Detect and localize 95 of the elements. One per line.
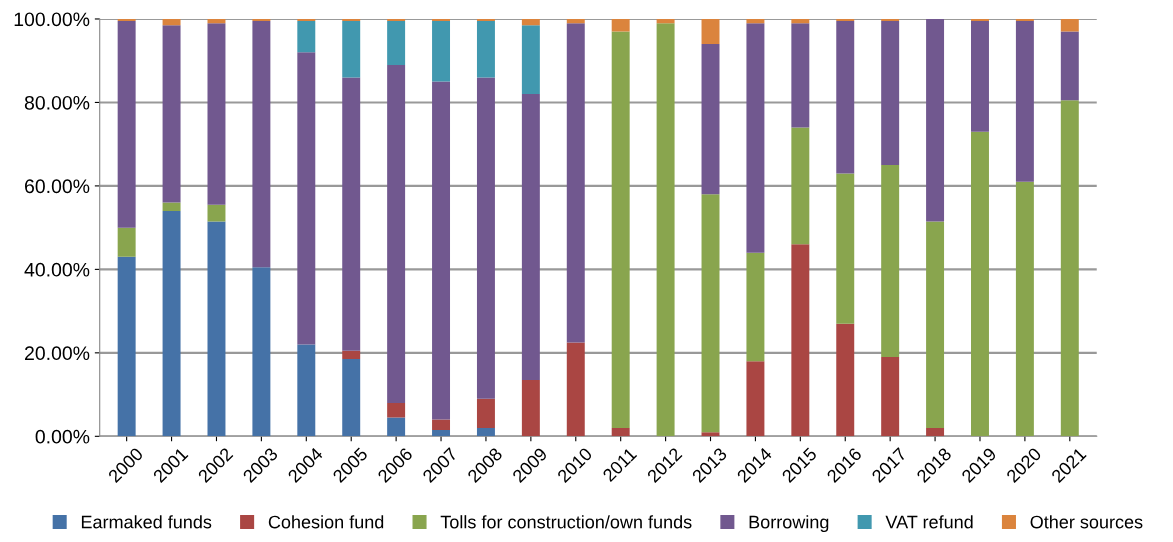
bar — [521, 94, 540, 380]
bar — [566, 342, 585, 437]
bar — [117, 21, 136, 228]
bar — [791, 23, 810, 128]
bar — [701, 44, 720, 195]
bar — [162, 210, 181, 437]
bar — [656, 18, 675, 24]
y-tick-label: 40.00% — [24, 262, 90, 277]
bar — [881, 165, 900, 358]
bar — [252, 267, 271, 437]
bar — [971, 21, 989, 132]
bar — [836, 323, 855, 437]
bar — [162, 202, 181, 211]
bar — [746, 23, 765, 253]
bar — [207, 204, 226, 222]
bar — [791, 127, 810, 245]
bar — [342, 77, 361, 351]
bar — [926, 221, 945, 428]
bar — [342, 18, 361, 22]
bar — [387, 402, 406, 418]
bar — [746, 252, 765, 362]
bar — [1015, 181, 1034, 437]
bar — [791, 244, 810, 437]
legend-label: Borrowing — [749, 515, 829, 532]
bar — [656, 23, 675, 437]
bar — [881, 357, 900, 437]
bar — [476, 18, 495, 22]
bar — [1060, 31, 1079, 101]
bar — [521, 25, 540, 95]
bar — [701, 18, 720, 45]
bar — [207, 221, 226, 437]
bar — [836, 173, 855, 324]
bar — [297, 18, 316, 22]
bar — [297, 21, 316, 53]
bar — [476, 21, 495, 78]
bar — [432, 419, 451, 431]
bar — [521, 379, 540, 437]
bar — [432, 21, 451, 82]
bar — [432, 18, 451, 22]
bar — [746, 361, 765, 437]
bar — [1060, 18, 1079, 32]
bar — [252, 21, 271, 268]
y-tick-label: 60.00% — [25, 179, 90, 194]
bar — [971, 131, 989, 437]
bar — [387, 64, 406, 403]
bar — [881, 18, 900, 22]
bar — [746, 18, 765, 24]
bar — [971, 18, 989, 22]
bar — [701, 194, 720, 433]
bar — [476, 427, 495, 437]
bar — [117, 227, 136, 257]
bar — [611, 18, 630, 32]
bar — [1060, 100, 1079, 437]
bar — [1015, 18, 1034, 22]
bar — [1015, 21, 1034, 182]
bar — [611, 31, 630, 428]
bar — [297, 52, 316, 345]
bar — [476, 77, 495, 399]
bar — [881, 21, 900, 166]
legend-label: Earmaked funds — [81, 515, 212, 529]
bar — [252, 18, 271, 22]
bar — [117, 256, 136, 437]
bar — [566, 18, 585, 24]
bar — [387, 417, 406, 437]
bar — [342, 359, 361, 437]
bar — [791, 18, 810, 24]
bar — [387, 18, 406, 22]
bar — [836, 18, 855, 22]
bar — [207, 18, 226, 24]
bar — [476, 398, 495, 428]
bar — [926, 18, 945, 222]
y-tick-label: 20.00% — [25, 346, 90, 361]
bar — [117, 18, 136, 22]
bar — [387, 21, 406, 65]
legend-label: VAT refund — [885, 515, 973, 529]
legend-label: Cohesion fund — [268, 515, 384, 529]
bar — [342, 21, 361, 78]
bar — [611, 427, 630, 437]
bar — [836, 21, 855, 174]
bar — [297, 344, 316, 437]
bar — [566, 23, 585, 343]
bar — [162, 25, 181, 203]
y-tick-label: 100.00% — [14, 12, 90, 27]
bar — [701, 432, 720, 437]
bar — [162, 18, 181, 26]
bar — [207, 23, 226, 205]
bar — [342, 350, 361, 360]
y-tick-label: 80.00% — [24, 95, 90, 110]
bar — [432, 430, 451, 437]
y-tick-label: 0.00% — [35, 429, 90, 444]
legend-label: Tolls for construction/own funds — [440, 515, 692, 529]
bar — [926, 427, 945, 437]
legend-label: Other sources — [1030, 515, 1143, 529]
bar — [432, 81, 451, 420]
bar — [521, 18, 540, 26]
